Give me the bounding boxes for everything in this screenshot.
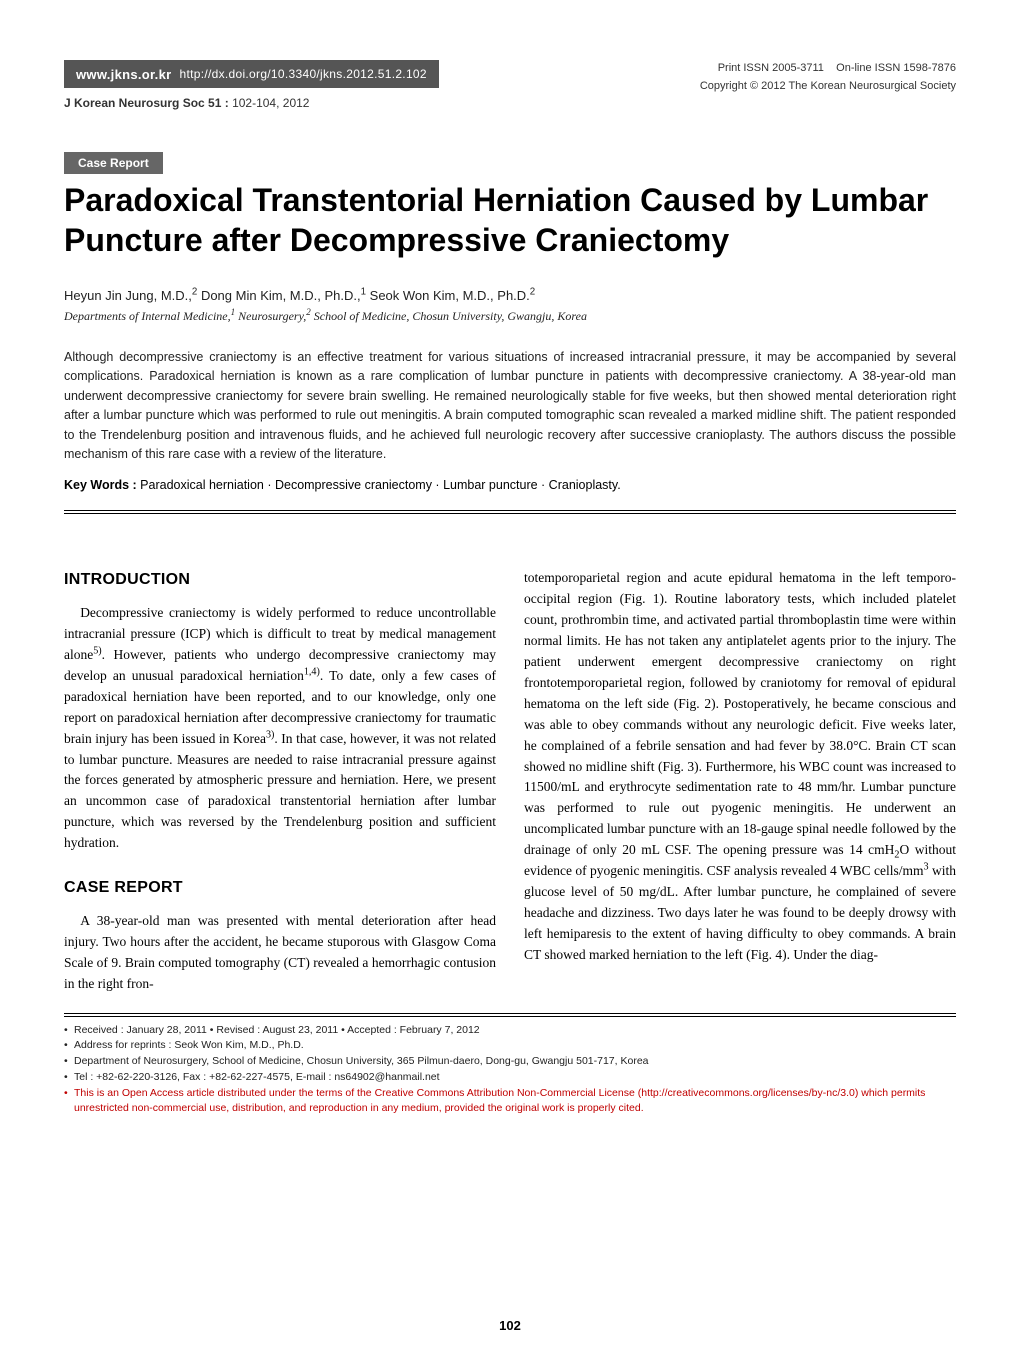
journal-citation: J Korean Neurosurg Soc 51 : 102-104, 201… <box>64 96 439 110</box>
page-number: 102 <box>0 1318 1020 1333</box>
header-right: Print ISSN 2005-3711 On-line ISSN 1598-7… <box>700 60 956 95</box>
keywords-label: Key Words : <box>64 478 140 492</box>
footnotes-divider <box>64 1016 956 1017</box>
print-issn: Print ISSN 2005-3711 <box>718 62 824 74</box>
footnote-open-access-text: This is an Open Access article distribut… <box>74 1086 956 1118</box>
page-container: www.jkns.or.kr http://dx.doi.org/10.3340… <box>0 0 1020 1117</box>
header-row: www.jkns.or.kr http://dx.doi.org/10.3340… <box>64 60 956 110</box>
left-column: INTRODUCTION Decompressive craniectomy i… <box>64 568 496 994</box>
introduction-paragraph: Decompressive craniectomy is widely perf… <box>64 603 496 854</box>
footnote-dates-text: Received : January 28, 2011 • Revised : … <box>74 1023 956 1039</box>
article-type-tag: Case Report <box>64 152 163 174</box>
footnotes: •Received : January 28, 2011 • Revised :… <box>64 1013 956 1118</box>
case-report-right-paragraph: totemporoparietal region and acute epidu… <box>524 568 956 966</box>
header-left: www.jkns.or.kr http://dx.doi.org/10.3340… <box>64 60 439 110</box>
body-columns: INTRODUCTION Decompressive craniectomy i… <box>64 568 956 994</box>
footnote-reprints-text: Address for reprints : Seok Won Kim, M.D… <box>74 1038 956 1054</box>
article-title: Paradoxical Transtentorial Herniation Ca… <box>64 180 956 260</box>
doi-text: http://dx.doi.org/10.3340/jkns.2012.51.2… <box>179 67 426 81</box>
authors-line: Heyun Jin Jung, M.D.,2 Dong Min Kim, M.D… <box>64 288 956 303</box>
section-head-case-report: CASE REPORT <box>64 876 496 901</box>
site-url: www.jkns.or.kr <box>76 67 171 82</box>
journal-citation-prefix: J Korean Neurosurg Soc 51 : <box>64 96 229 110</box>
divider-top <box>64 510 956 511</box>
keywords-line: Key Words : Paradoxical herniation · Dec… <box>64 478 956 492</box>
divider-bottom <box>64 513 956 514</box>
online-issn: On-line ISSN 1598-7876 <box>836 62 956 74</box>
footnote-contact: •Tel : +82-62-220-3126, Fax : +82-62-227… <box>64 1070 956 1086</box>
keywords-text: Paradoxical herniation · Decompressive c… <box>140 478 621 492</box>
site-bar: www.jkns.or.kr http://dx.doi.org/10.3340… <box>64 60 439 88</box>
abstract-text: Although decompressive craniectomy is an… <box>64 348 956 464</box>
case-report-left-paragraph: A 38-year-old man was presented with men… <box>64 911 496 995</box>
footnote-contact-text: Tel : +82-62-220-3126, Fax : +82-62-227-… <box>74 1070 956 1086</box>
copyright-line: Copyright © 2012 The Korean Neurosurgica… <box>700 78 956 96</box>
footnote-dates: •Received : January 28, 2011 • Revised :… <box>64 1023 956 1039</box>
footnote-reprints: •Address for reprints : Seok Won Kim, M.… <box>64 1038 956 1054</box>
section-head-introduction: INTRODUCTION <box>64 568 496 593</box>
journal-citation-pages: 102-104, 2012 <box>232 96 309 110</box>
affiliation-line: Departments of Internal Medicine,1 Neuro… <box>64 309 956 324</box>
footnote-open-access: •This is an Open Access article distribu… <box>64 1086 956 1118</box>
right-column: totemporoparietal region and acute epidu… <box>524 568 956 994</box>
footnote-dept-text: Department of Neurosurgery, School of Me… <box>74 1054 956 1070</box>
footnote-dept: •Department of Neurosurgery, School of M… <box>64 1054 956 1070</box>
